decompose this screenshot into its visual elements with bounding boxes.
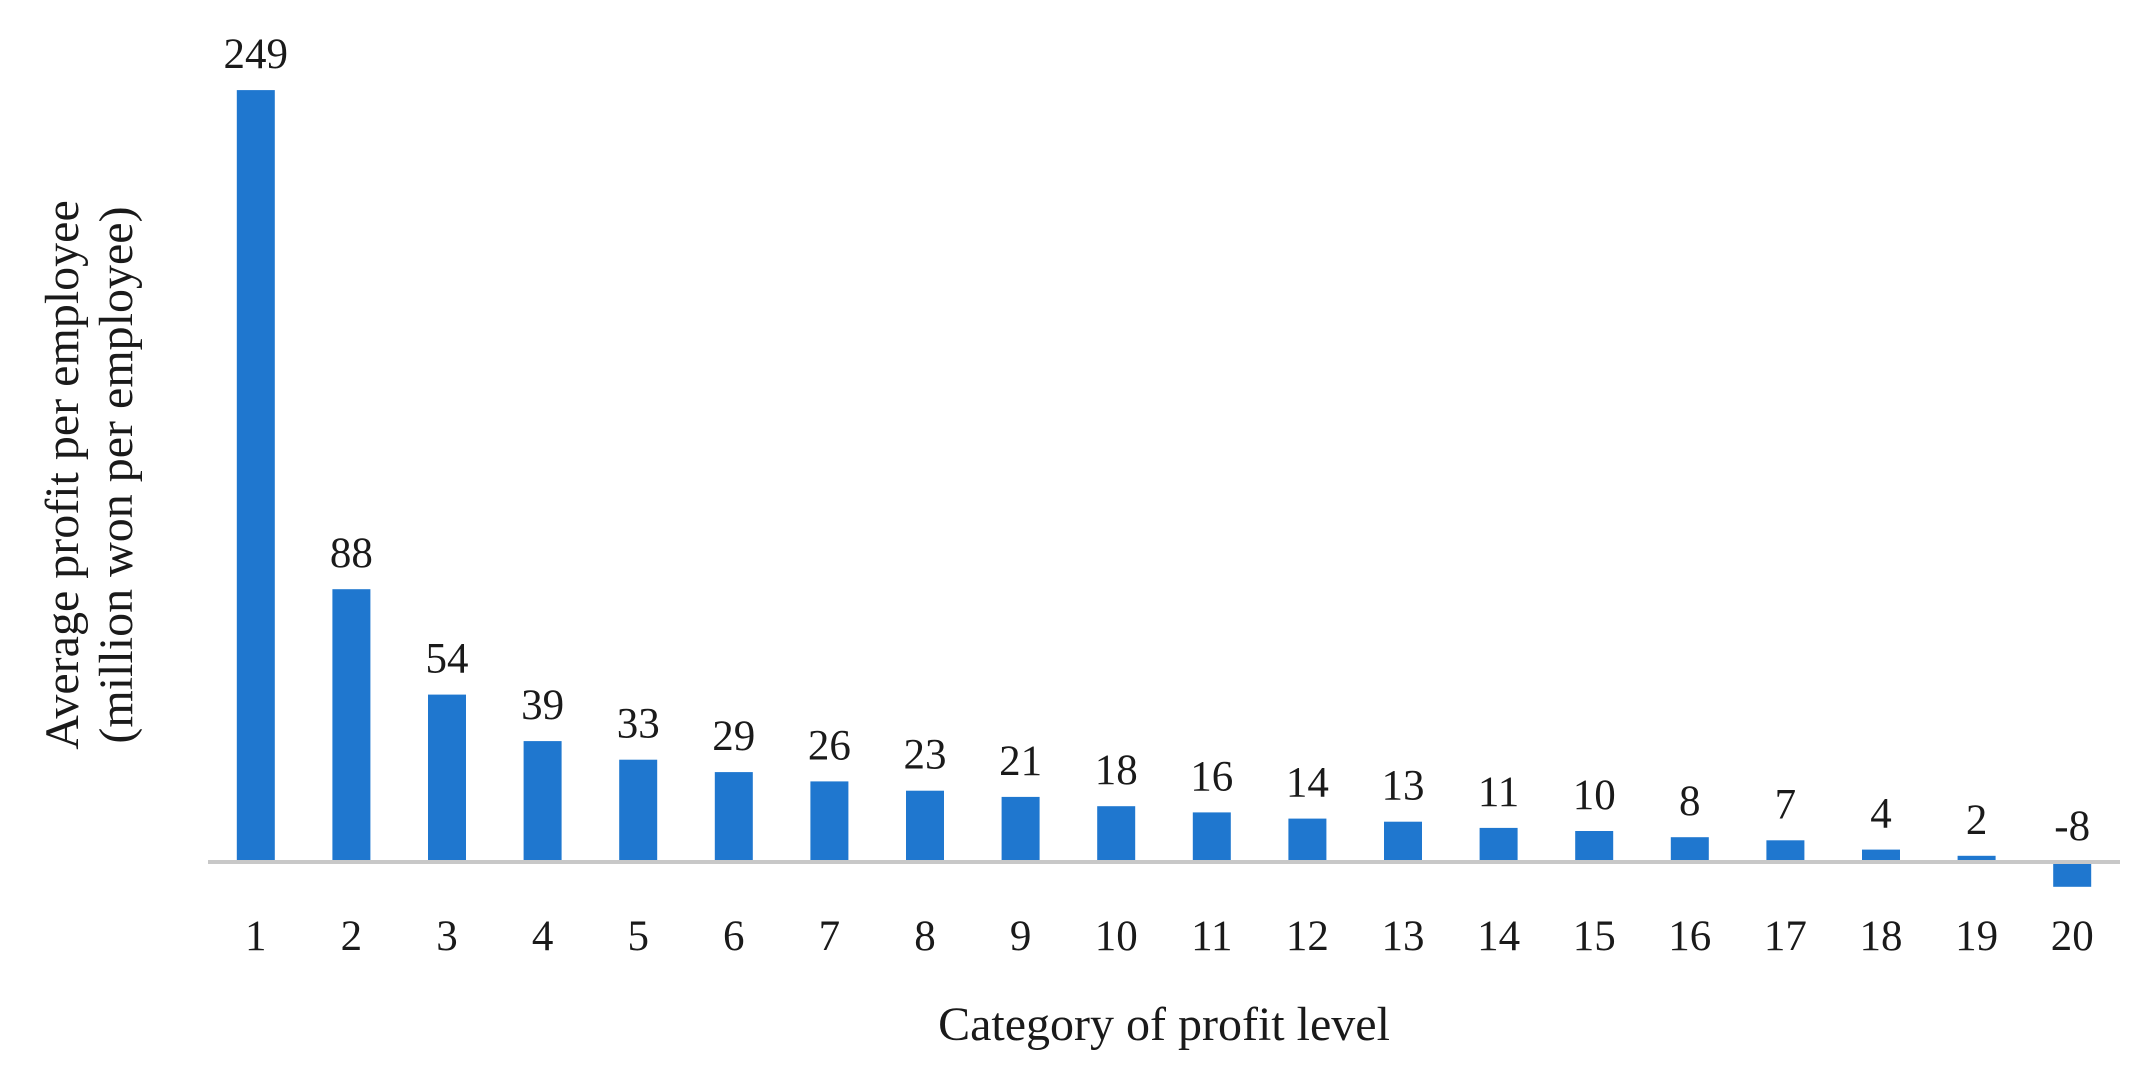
data-label-13: 13 <box>1382 763 1425 810</box>
bar-18 <box>1862 849 1900 862</box>
x-tick-label-5: 5 <box>627 913 649 960</box>
data-label-14: 11 <box>1478 769 1519 816</box>
x-tick-labels-layer: 1 2 3 4 5 6 7 8 9 10 11 12 13 14 15 16 17 18 19 20 <box>245 913 2094 960</box>
x-tick-label-20: 20 <box>2051 913 2094 960</box>
data-label-6: 29 <box>712 713 755 760</box>
bar-12 <box>1288 818 1327 862</box>
bar-6 <box>714 772 753 862</box>
bar-4 <box>523 741 562 862</box>
bar-14 <box>1479 827 1518 862</box>
data-label-20: -8 <box>2054 803 2090 850</box>
x-tick-label-19: 19 <box>1955 913 1998 960</box>
x-tick-label-3: 3 <box>436 913 458 960</box>
data-label-10: 18 <box>1095 747 1138 794</box>
data-label-9: 21 <box>999 738 1042 785</box>
x-tick-label-15: 15 <box>1573 913 1616 960</box>
data-label-7: 26 <box>808 722 851 769</box>
x-tick-label-17: 17 <box>1764 913 1807 960</box>
data-label-15: 10 <box>1573 772 1616 819</box>
x-tick-label-16: 16 <box>1668 913 1711 960</box>
x-tick-label-11: 11 <box>1191 913 1232 960</box>
data-label-4: 39 <box>521 682 564 729</box>
data-label-16: 8 <box>1679 778 1701 825</box>
data-label-1: 249 <box>224 31 289 78</box>
data-label-11: 16 <box>1190 753 1233 800</box>
bar-2 <box>332 589 371 862</box>
data-label-5: 33 <box>617 701 660 748</box>
x-tick-label-2: 2 <box>341 913 363 960</box>
bar-7 <box>810 781 849 862</box>
y-axis-subtitle: (million won per employee) <box>90 206 143 743</box>
bar-8 <box>906 790 944 862</box>
x-tick-label-6: 6 <box>723 913 745 960</box>
x-tick-label-12: 12 <box>1286 913 1329 960</box>
bar-13 <box>1384 821 1422 862</box>
bar-17 <box>1766 840 1805 862</box>
bar-1 <box>236 90 275 863</box>
x-tick-label-7: 7 <box>819 913 841 960</box>
bar-20 <box>2053 862 2092 887</box>
data-label-18: 4 <box>1870 791 1892 838</box>
y-axis-title: Average profit per employee <box>36 200 89 750</box>
bar-5 <box>619 759 658 862</box>
bar-3 <box>428 694 466 862</box>
bar-16 <box>1670 837 1709 862</box>
x-tick-label-4: 4 <box>532 913 554 960</box>
bar-11 <box>1192 812 1231 862</box>
bars-layer <box>236 90 2092 887</box>
x-tick-label-10: 10 <box>1095 913 1138 960</box>
x-tick-label-13: 13 <box>1382 913 1425 960</box>
bar-10 <box>1097 806 1136 862</box>
bar-19 <box>1957 855 1996 862</box>
x-tick-label-1: 1 <box>245 913 267 960</box>
x-tick-label-9: 9 <box>1010 913 1032 960</box>
data-label-3: 54 <box>426 636 469 683</box>
data-label-8: 23 <box>904 732 947 779</box>
data-label-19: 2 <box>1966 797 1988 844</box>
x-tick-label-8: 8 <box>914 913 936 960</box>
data-label-17: 7 <box>1775 781 1797 828</box>
data-label-2: 88 <box>330 530 373 577</box>
x-axis-title: Category of profit level <box>938 998 1390 1051</box>
data-label-12: 14 <box>1286 760 1329 807</box>
bar-9 <box>1001 796 1040 862</box>
data-labels-layer: 249 88 54 39 33 29 26 23 21 18 16 14 13 11 10 8 7 4 2 -8 <box>224 31 2091 850</box>
x-tick-label-18: 18 <box>1860 913 1903 960</box>
x-tick-label-14: 14 <box>1477 913 1520 960</box>
bar-15 <box>1575 831 1614 862</box>
